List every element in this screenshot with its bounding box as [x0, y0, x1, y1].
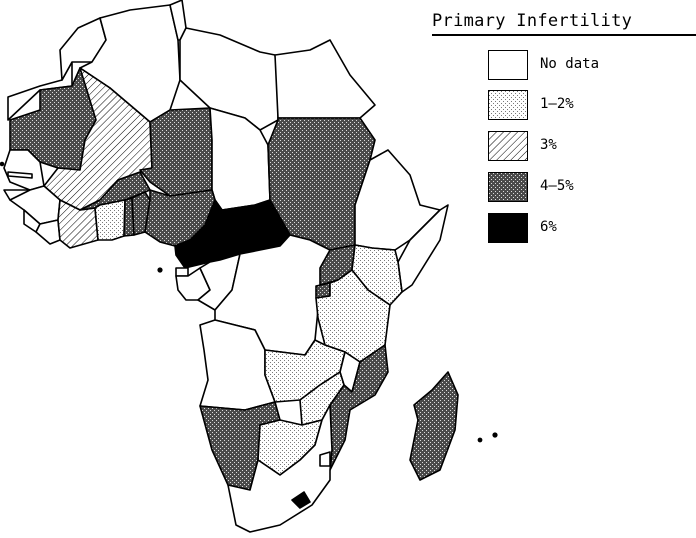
legend-swatch-1-2-percent	[488, 90, 528, 120]
legend-label-4-5-percent: 4–5%	[540, 178, 574, 194]
region-somalia	[397, 204, 449, 293]
region-niger	[139, 107, 213, 197]
region-gambia	[7, 171, 33, 179]
legend-label-6-percent: 6%	[540, 219, 557, 235]
legend-label-3-percent: 3%	[540, 137, 557, 153]
region-lesotho	[291, 491, 311, 509]
region-liberia	[35, 219, 61, 245]
region-egypt	[274, 39, 376, 119]
island-sao-tome	[157, 267, 163, 273]
region-equatorial-guinea	[175, 267, 189, 277]
island-mauritius	[492, 432, 498, 438]
island-cape-verde	[0, 161, 5, 167]
region-mozambique	[329, 344, 389, 471]
region-ghana	[94, 199, 126, 241]
region-madagascar	[409, 371, 459, 481]
legend-swatch-no-data	[488, 50, 528, 80]
legend-label-no-data: No data	[540, 56, 600, 72]
region-western-sahara	[7, 61, 73, 121]
legend-swatch-4-5-percent	[488, 172, 528, 202]
legend-swatch-3-percent	[488, 131, 528, 161]
legend: Primary Infertility No data 1–2% 3% 4–5%	[430, 0, 696, 260]
legend-title-underline	[432, 34, 696, 36]
region-swaziland	[319, 451, 331, 467]
legend-title: Primary Infertility	[432, 11, 633, 31]
legend-swatch-6-percent	[488, 213, 528, 243]
legend-label-1-2-percent: 1–2%	[540, 96, 574, 112]
island-comoros	[477, 437, 483, 443]
